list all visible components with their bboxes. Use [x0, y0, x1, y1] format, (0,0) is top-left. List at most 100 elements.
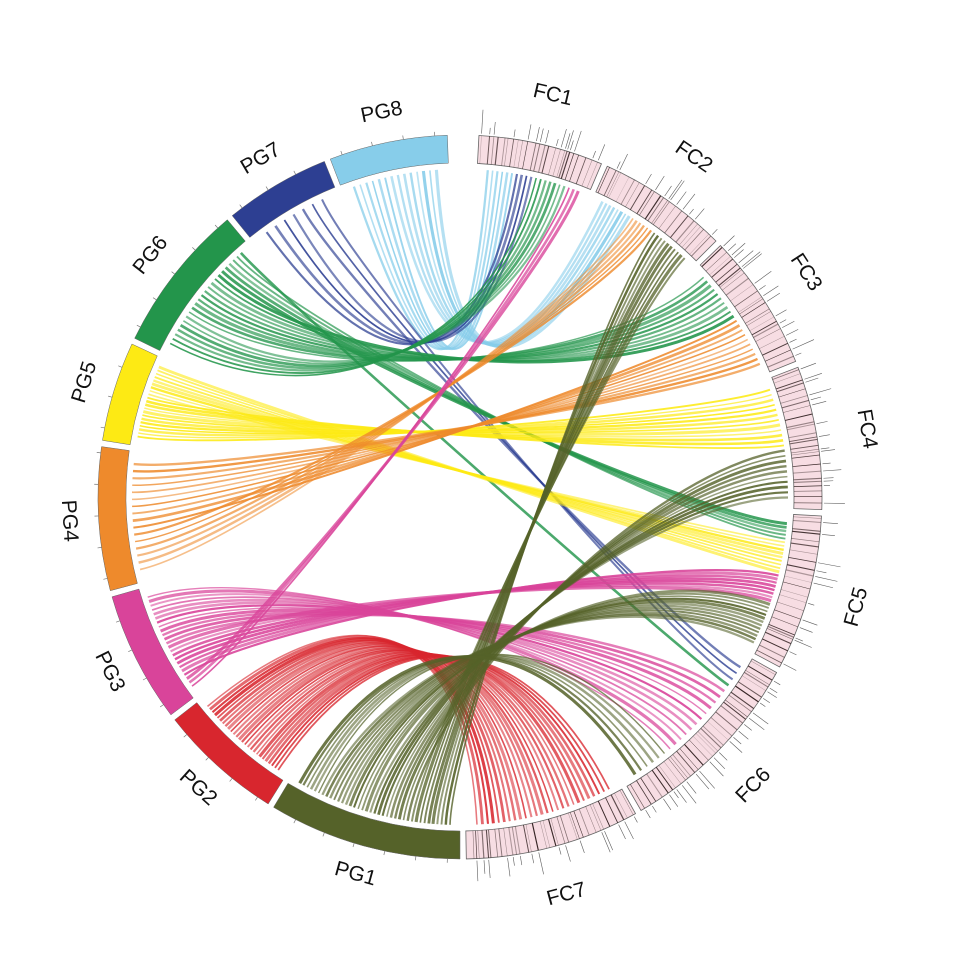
fc-band-mark — [475, 830, 478, 859]
fc-band-mark — [691, 235, 712, 257]
fc-band-mark — [676, 750, 696, 773]
fc-band-mark — [522, 824, 530, 853]
fc-band-mark — [647, 197, 664, 222]
fc-band-mark — [494, 829, 499, 858]
fc-band-mark — [509, 138, 515, 167]
fc-tick — [619, 153, 628, 171]
fc-tick — [759, 285, 766, 290]
ribbon-pg1-fc4 — [369, 496, 789, 813]
fc-band-mark — [498, 828, 503, 857]
fc-tick — [752, 712, 769, 725]
ribbon-pg6-fc6 — [239, 252, 730, 687]
segment-label-fc1: FC1 — [531, 79, 575, 110]
segment-label-pg1: PG1 — [332, 857, 379, 890]
fc-band-mark — [689, 233, 709, 255]
fc-tick — [513, 129, 516, 138]
fc-tick — [734, 249, 744, 258]
fc-tick — [686, 781, 697, 794]
fc-band-mark — [573, 810, 584, 838]
fc-tick — [652, 805, 657, 813]
pg-tick — [402, 135, 404, 140]
segment-label-fc6: FC6 — [731, 763, 775, 807]
ribbon-pg6-fc3 — [217, 274, 735, 364]
fc-tick — [481, 109, 484, 134]
fc-tick — [763, 698, 770, 703]
fc-tick — [531, 853, 535, 864]
fc-band-mark — [486, 136, 491, 165]
fc-band-mark — [784, 575, 812, 583]
fc-band-mark — [743, 671, 769, 688]
fc-band-mark — [610, 794, 625, 821]
pg-tick — [340, 150, 343, 155]
fc-band-mark — [636, 780, 652, 805]
pg-tick — [322, 832, 325, 837]
ribbon-pg4-fc3 — [133, 362, 761, 466]
segment-label-pg6: PG6 — [128, 231, 172, 278]
fc-band-mark — [768, 623, 795, 636]
segment-fc4 — [771, 366, 823, 511]
fc-tick — [729, 741, 743, 753]
segment-label-pg5: PG5 — [67, 359, 101, 406]
fc-tick — [766, 292, 781, 302]
fc-band-mark — [725, 699, 748, 718]
fc-tick — [800, 362, 817, 370]
segment-label-fc3: FC3 — [786, 249, 827, 295]
fc-tick — [719, 752, 728, 761]
fc-band-mark — [773, 373, 801, 384]
fc-band-mark — [581, 159, 593, 187]
fc-band-mark — [793, 470, 822, 474]
fc-band-mark — [777, 601, 804, 611]
fc-band-mark — [664, 210, 683, 234]
ribbon-pg3-fc6 — [147, 587, 671, 750]
fc-band-mark — [597, 167, 610, 193]
fc-band-mark — [585, 806, 597, 833]
fc-tick — [809, 388, 832, 396]
segment-label-pg7: PG7 — [237, 138, 285, 179]
fc-tick — [775, 309, 787, 317]
fc-band-mark — [695, 733, 716, 754]
fc-band-mark — [472, 830, 475, 859]
fc-tick — [567, 130, 574, 150]
fc-tick — [822, 534, 835, 537]
fc-band-mark — [556, 816, 566, 844]
fc-tick — [579, 840, 585, 853]
fc-band-mark — [640, 777, 657, 802]
fc-band-mark — [651, 200, 668, 224]
fc-tick — [792, 339, 815, 350]
fc-band-mark — [789, 549, 818, 555]
fc-band-mark — [597, 800, 611, 827]
fc-tick — [601, 832, 611, 853]
pg-tick — [100, 426, 105, 429]
fc-tick — [738, 730, 749, 740]
fc-band-mark — [747, 665, 773, 681]
fc-band-mark — [684, 229, 704, 251]
ribbon-pg6-fc1 — [185, 185, 566, 363]
fc-tick — [723, 235, 735, 247]
fc-band-mark — [772, 369, 799, 380]
fc-tick — [560, 128, 567, 148]
fc-band-mark — [790, 444, 819, 450]
fc-band-mark — [658, 205, 676, 229]
fc-band-mark — [730, 284, 754, 302]
fc-tick — [795, 637, 803, 642]
segment-label-pg2: PG2 — [175, 765, 222, 810]
ribbon-pg7-fc6 — [311, 203, 738, 675]
fc-tick — [597, 144, 606, 161]
fc-band-mark — [774, 609, 801, 620]
fc-band-mark — [701, 246, 723, 268]
fc-tick — [823, 469, 842, 472]
fc-band-mark — [548, 147, 557, 175]
pg-tick — [108, 395, 113, 398]
segment-pg6 — [134, 219, 246, 351]
fc-band-mark — [789, 438, 818, 445]
fc-tick — [808, 603, 815, 606]
pg-tick — [183, 734, 188, 738]
fc-band-mark — [569, 154, 579, 182]
fc-tick — [813, 582, 834, 589]
fc-band-mark — [753, 323, 779, 338]
fc-band-mark — [629, 185, 646, 210]
fc-band-mark — [538, 145, 546, 173]
fc-tick — [773, 680, 781, 686]
fc-tick — [536, 126, 540, 142]
chord-ribbons — [131, 169, 789, 825]
